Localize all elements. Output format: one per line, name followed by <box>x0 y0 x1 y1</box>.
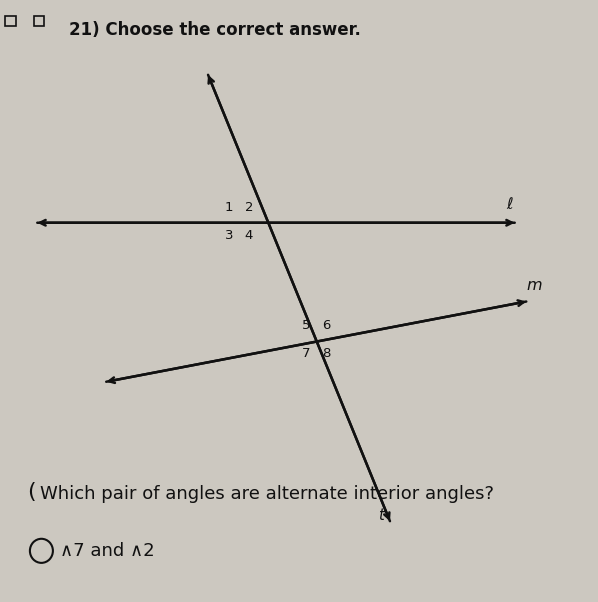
Text: 4: 4 <box>245 229 253 243</box>
Text: 2: 2 <box>245 201 253 214</box>
Bar <box>34 16 44 26</box>
Text: 3: 3 <box>225 229 233 243</box>
Text: ∧7 and ∧2: ∧7 and ∧2 <box>60 542 155 560</box>
Text: Which pair of angles are alternate interior angles?: Which pair of angles are alternate inter… <box>40 485 495 503</box>
Text: $\ell$: $\ell$ <box>506 196 514 212</box>
Text: $m$: $m$ <box>526 278 542 293</box>
Text: $t$: $t$ <box>379 507 386 523</box>
Text: (: ( <box>28 482 36 501</box>
Bar <box>5 16 16 26</box>
Text: 8: 8 <box>322 347 331 360</box>
Text: 5: 5 <box>302 318 311 332</box>
Text: 1: 1 <box>225 201 233 214</box>
Text: 7: 7 <box>302 347 311 360</box>
Text: 6: 6 <box>322 318 331 332</box>
Text: 21) Choose the correct answer.: 21) Choose the correct answer. <box>69 21 361 39</box>
